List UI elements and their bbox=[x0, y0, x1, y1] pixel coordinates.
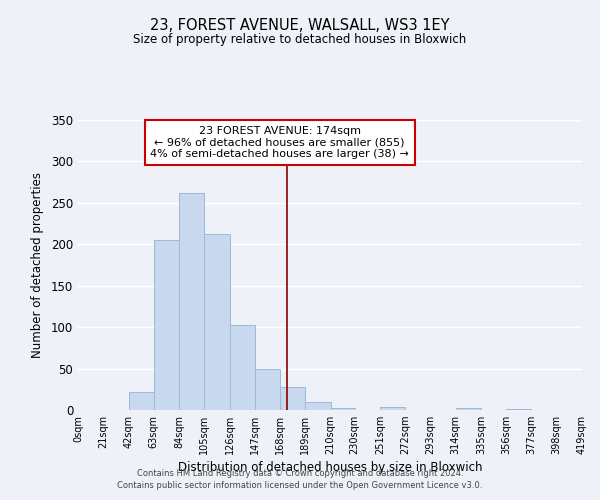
Text: Contains HM Land Registry data © Crown copyright and database right 2024.: Contains HM Land Registry data © Crown c… bbox=[137, 469, 463, 478]
Text: 23, FOREST AVENUE, WALSALL, WS3 1EY: 23, FOREST AVENUE, WALSALL, WS3 1EY bbox=[150, 18, 450, 32]
Text: Contains public sector information licensed under the Open Government Licence v3: Contains public sector information licen… bbox=[118, 480, 482, 490]
Bar bbox=[255, 368, 280, 410]
Bar bbox=[305, 402, 331, 410]
Bar bbox=[455, 408, 481, 410]
Bar bbox=[154, 240, 179, 410]
Bar bbox=[179, 193, 205, 410]
Bar bbox=[331, 408, 355, 410]
Bar bbox=[205, 234, 230, 410]
Text: Size of property relative to detached houses in Bloxwich: Size of property relative to detached ho… bbox=[133, 32, 467, 46]
Text: 23 FOREST AVENUE: 174sqm
← 96% of detached houses are smaller (855)
4% of semi-d: 23 FOREST AVENUE: 174sqm ← 96% of detach… bbox=[150, 126, 409, 159]
Bar bbox=[506, 409, 532, 410]
Bar bbox=[280, 387, 305, 410]
Bar bbox=[128, 392, 154, 410]
Y-axis label: Number of detached properties: Number of detached properties bbox=[31, 172, 44, 358]
X-axis label: Distribution of detached houses by size in Bloxwich: Distribution of detached houses by size … bbox=[178, 462, 482, 474]
Bar bbox=[230, 324, 255, 410]
Bar bbox=[380, 406, 405, 410]
